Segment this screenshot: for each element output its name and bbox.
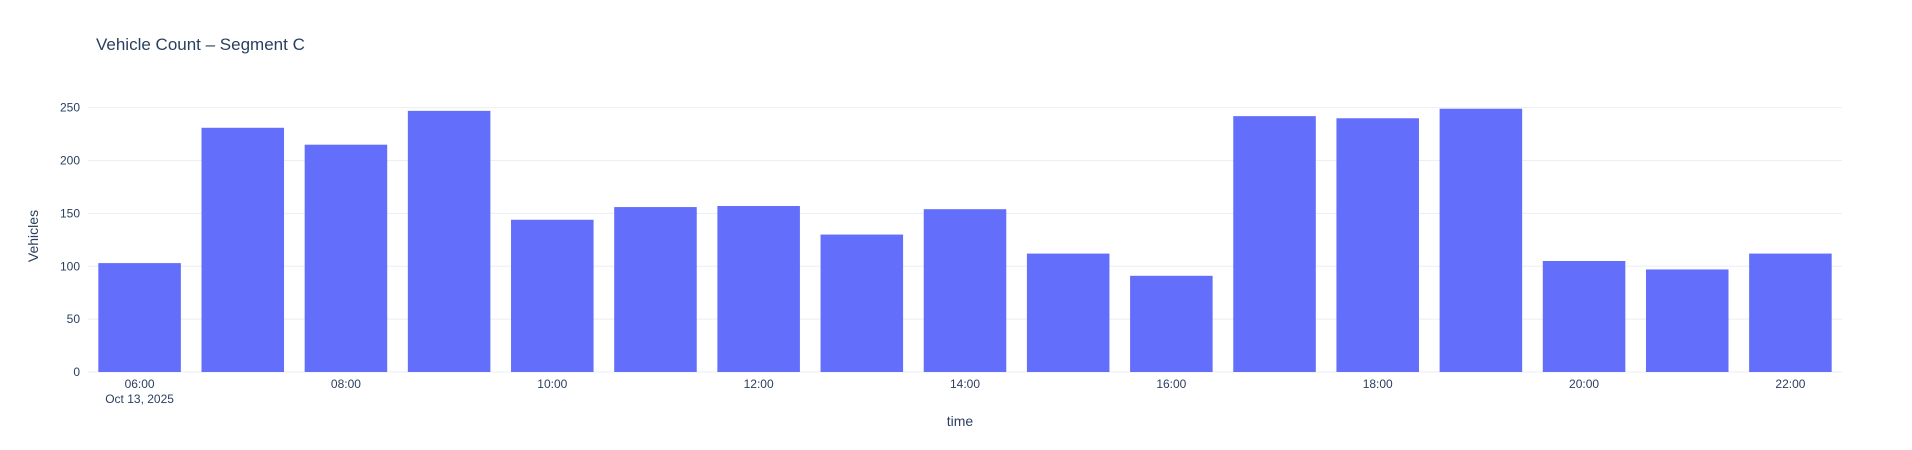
bar[interactable] [1749,253,1832,372]
chart-title: Vehicle Count – Segment C [96,35,305,54]
x-tick-sublabel: Oct 13, 2025 [105,392,174,406]
y-tick-label: 200 [60,154,80,168]
x-tick-label: 16:00 [1156,377,1186,391]
x-tick-label: 12:00 [744,377,774,391]
y-tick-label: 50 [67,312,81,326]
bar[interactable] [923,209,1007,372]
bar[interactable] [1542,260,1626,372]
bar[interactable] [1130,275,1213,372]
y-axis-title: Vehicles [25,210,41,262]
x-tick-label: 20:00 [1569,377,1599,391]
bar[interactable] [407,110,491,373]
bar[interactable] [304,144,388,372]
y-axis-ticks: 0 50 100 150 200 250 [60,101,80,379]
bar[interactable] [511,219,594,372]
bar[interactable] [98,263,181,372]
x-tick-label: 14:00 [950,377,980,391]
bar[interactable] [717,206,800,372]
y-tick-label: 150 [60,206,80,220]
x-tick-label: 06:00 [125,377,155,391]
bar[interactable] [1233,116,1316,372]
bar[interactable] [1336,118,1419,372]
x-axis-title: time [947,413,974,429]
bar[interactable] [201,127,285,372]
bar[interactable] [1645,269,1729,372]
y-tick-label: 100 [60,259,80,273]
x-tick-label: 10:00 [537,377,567,391]
bars [98,108,1832,373]
x-tick-label: 18:00 [1363,377,1393,391]
bar[interactable] [1439,108,1523,373]
x-tick-label: 22:00 [1775,377,1805,391]
y-tick-label: 250 [60,101,80,115]
y-tick-label: 0 [73,365,80,379]
bar[interactable] [614,207,697,372]
bar[interactable] [820,234,904,372]
bar[interactable] [1026,253,1110,372]
x-tick-label: 08:00 [331,377,361,391]
